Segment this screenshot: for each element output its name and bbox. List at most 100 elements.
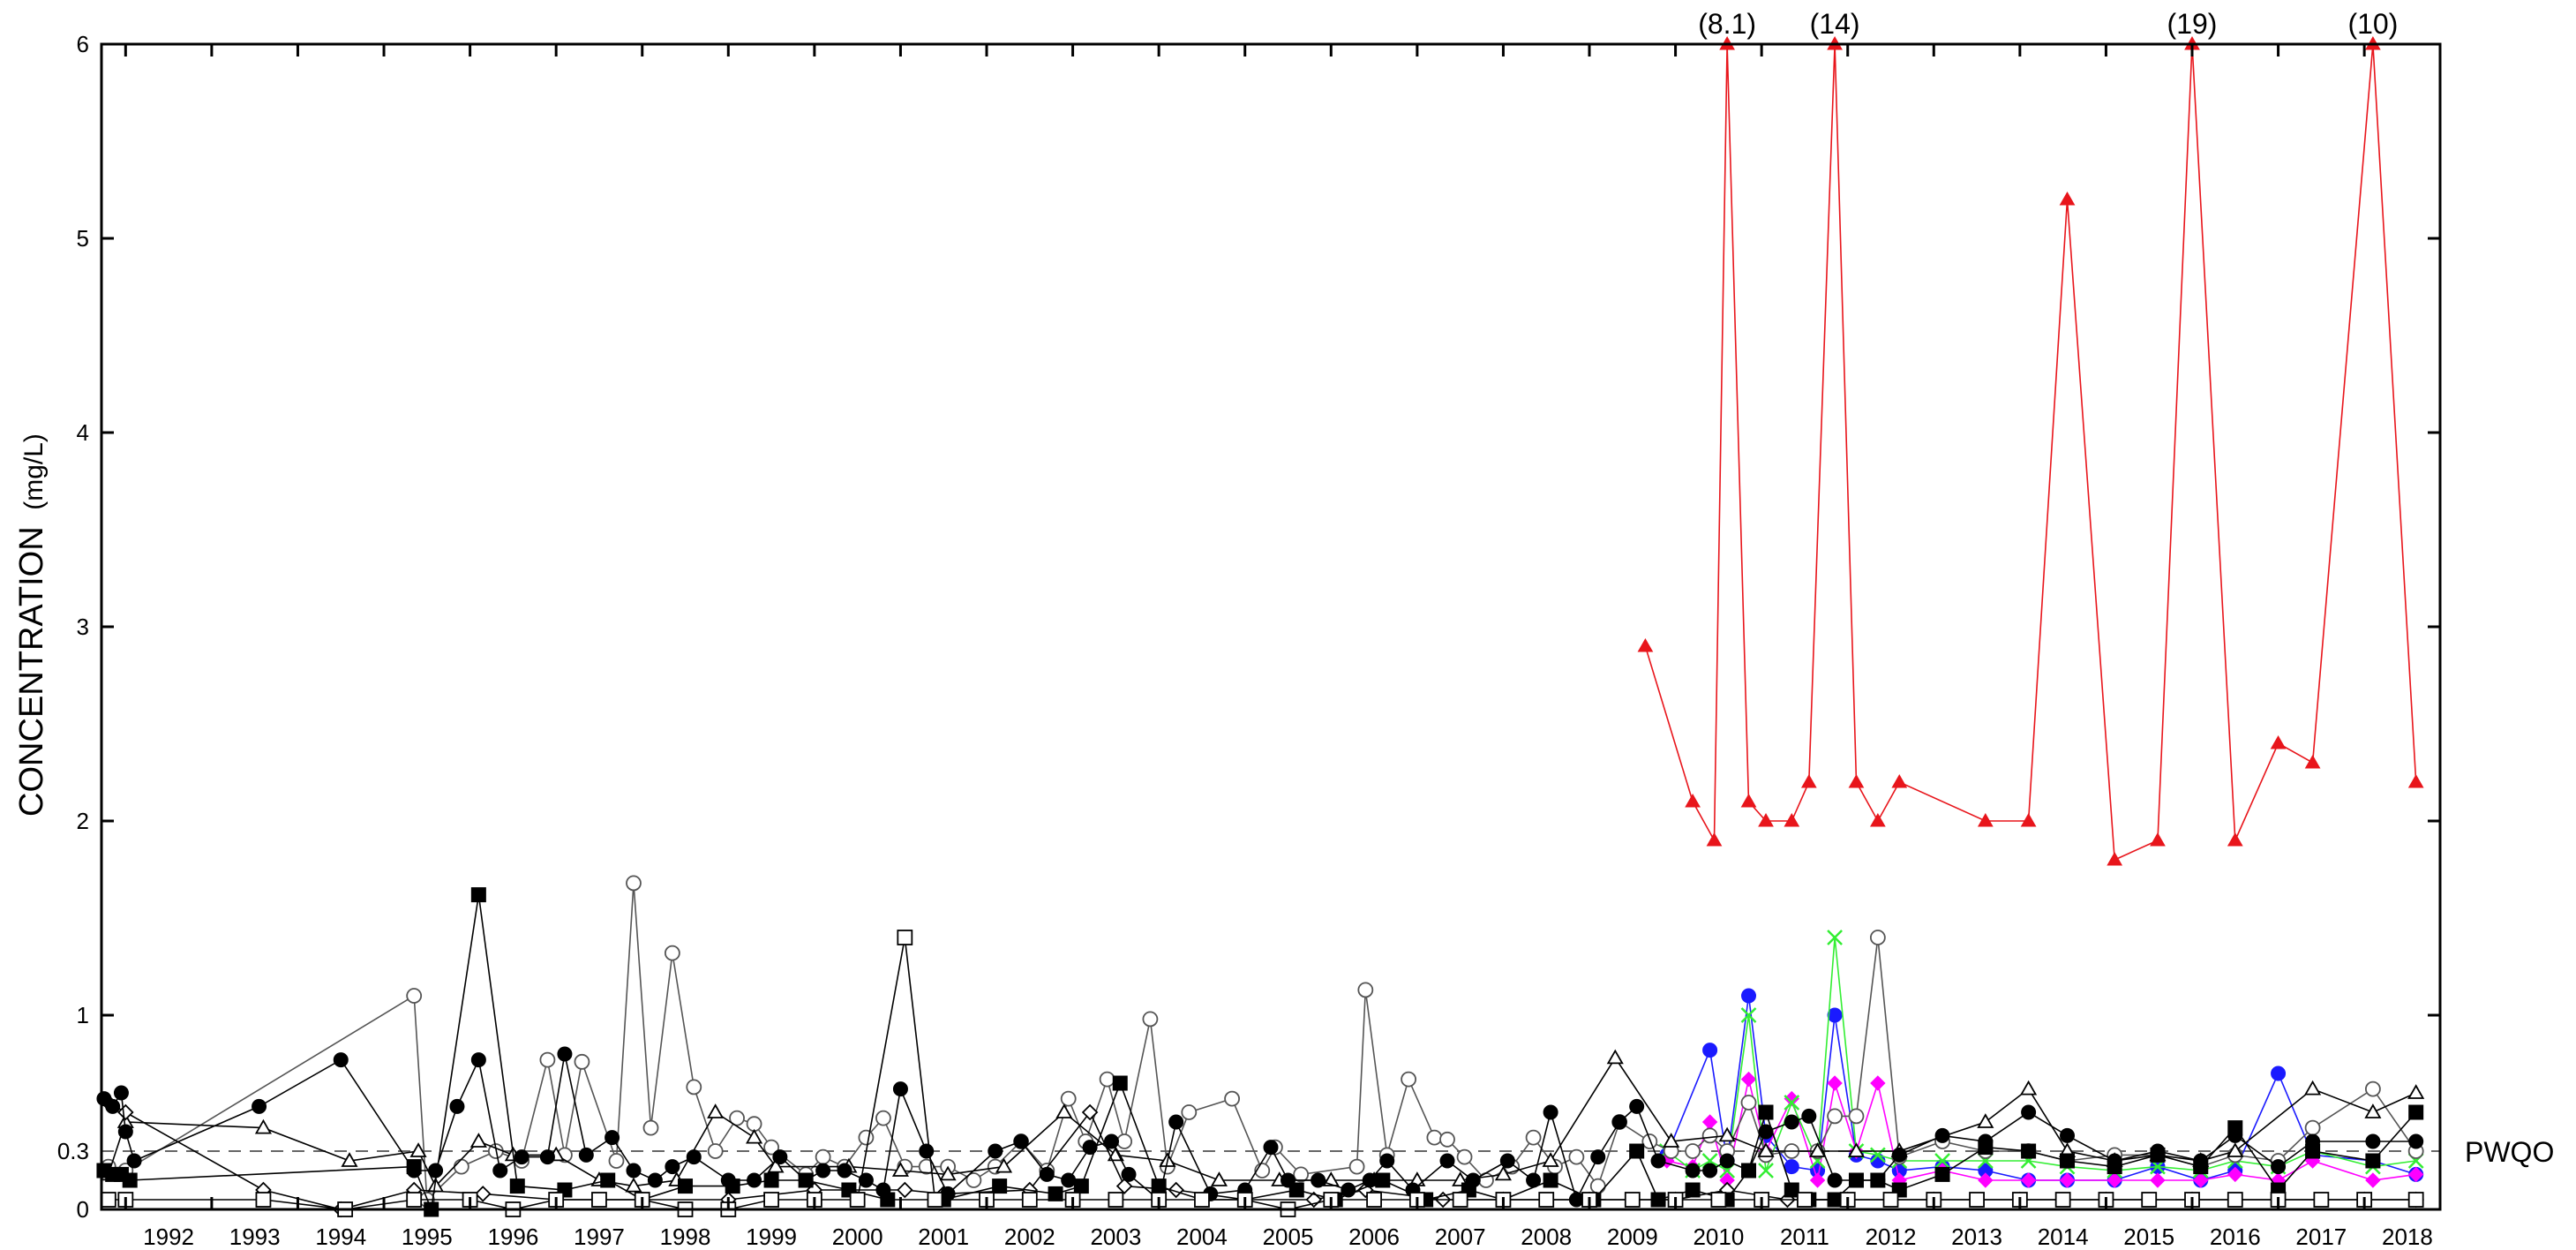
y-tick-label: 5 [77,225,89,252]
filled-circle-marker [1801,1108,1817,1124]
open-triangle-marker [1847,1142,1866,1157]
filled-circle-marker [105,1098,121,1114]
filled-triangle-marker [1977,812,1994,827]
plot-frame [100,42,2442,1211]
filled-circle-marker [2021,1104,2037,1120]
annotations-group: (8.1) (14) (19) (10) [1698,8,2398,40]
filled-square-marker [1870,1172,1886,1188]
filled-circle-marker [1013,1133,1029,1149]
filled-diamond-marker [1870,1075,1886,1091]
open-triangle-marker [2407,1084,2425,1099]
x-marker [1827,930,1843,945]
pwqo-label: PWQO [2465,1136,2554,1168]
open-triangle-marker [1606,1049,1624,1065]
filled-circle-marker [892,1081,908,1097]
series-filled-triangle-0 [1637,35,2424,866]
filled-square-marker [1934,1166,1950,1182]
open-square-marker [1021,1192,1038,1208]
x-tick-label: 2018 [2382,1224,2433,1250]
series-line [1666,937,2416,1172]
filled-square-marker [2021,1143,2037,1159]
y-tick-label: 4 [77,419,89,446]
filled-diamond-marker [1740,1071,1757,1088]
filled-square-marker [1112,1075,1128,1091]
filled-circle-marker [1629,1098,1645,1114]
filled-square-marker [1543,1172,1558,1188]
open-square-marker [849,1192,866,1208]
open-circle-marker [1439,1131,1455,1148]
open-triangle-marker [891,1162,910,1177]
filled-circle-marker [252,1098,267,1114]
x-tick-label: 2000 [832,1224,883,1250]
filled-diamond-marker [1809,1172,1826,1188]
filled-circle-marker [1082,1140,1098,1156]
filled-circle-marker [1499,1153,1515,1169]
filled-circle-marker [1263,1140,1279,1156]
open-square-marker [1969,1192,1985,1208]
filled-diamond-marker [2407,1166,2424,1183]
open-square-marker [1108,1192,1124,1208]
filled-triangle-marker [1685,793,1701,808]
filled-square-marker [2107,1159,2122,1175]
offscale-annotation: (10) [2347,8,2398,40]
series-line [1666,1079,2416,1181]
filled-circle-marker [919,1143,935,1159]
open-diamond-marker [897,1181,913,1199]
open-square-marker [1366,1192,1382,1208]
open-triangle-marker [469,1133,487,1148]
open-square-marker [1710,1192,1727,1208]
filled-circle-marker [449,1098,465,1114]
open-circle-marker [1701,1127,1718,1144]
open-triangle-marker [2364,1103,2382,1118]
open-diamond-marker [474,1186,492,1202]
filled-circle-marker [2060,1127,2076,1143]
open-circle-marker [707,1143,724,1159]
open-triangle-marker [746,1128,763,1144]
open-circle-marker [1456,1148,1473,1165]
open-triangle-marker [1210,1171,1228,1186]
filled-circle-marker [1741,988,1757,1004]
filled-square-marker [1048,1186,1063,1201]
open-circle-marker [642,1119,659,1136]
filled-square-marker [798,1172,814,1188]
filled-circle-marker [1311,1172,1326,1188]
filled-circle-marker [578,1147,594,1163]
filled-circle-marker [1827,1007,1843,1023]
x-tick-label: 2002 [1004,1224,1055,1250]
x-tick-label: 1995 [402,1224,453,1250]
filled-circle-marker [647,1172,663,1188]
open-triangle-marker [767,1157,785,1173]
filled-triangle-marker [2059,191,2076,206]
open-circle-marker [664,945,680,961]
x-tick-label: 2004 [1176,1224,1228,1250]
open-circle-marker [875,1110,891,1126]
open-triangle-marker [341,1152,358,1167]
open-square-marker [2141,1192,2158,1208]
filled-circle-marker [492,1163,508,1178]
open-circle-marker [1426,1129,1443,1146]
filled-circle-marker [1611,1114,1627,1130]
open-circle-marker [1348,1158,1365,1175]
filled-square-marker [600,1172,616,1188]
open-circle-marker [1641,1133,1658,1149]
x-tick-label: 2016 [2210,1224,2261,1250]
filled-circle-marker [557,1046,573,1062]
filled-diamond-marker [1978,1172,1994,1188]
open-square-marker [763,1192,779,1208]
filled-circle-marker [2408,1133,2424,1149]
filled-circle-marker [605,1130,620,1146]
filled-triangle-marker [2107,851,2123,866]
open-circle-marker [858,1129,875,1146]
open-square-marker [897,930,913,945]
filled-square-marker [1758,1104,1774,1120]
x-tick-label: 2012 [1866,1224,1917,1250]
filled-square-marker [2150,1147,2166,1163]
filled-square-marker [509,1178,525,1194]
x-tick-label: 2011 [1780,1224,1829,1250]
x-tick-label: 2014 [2038,1224,2089,1250]
filled-circle-marker [1168,1114,1184,1130]
filled-diamond-marker [2107,1172,2122,1188]
filled-diamond-marker [2227,1166,2243,1183]
filled-diamond-marker [2150,1172,2166,1188]
filled-circle-marker [1827,1172,1843,1188]
